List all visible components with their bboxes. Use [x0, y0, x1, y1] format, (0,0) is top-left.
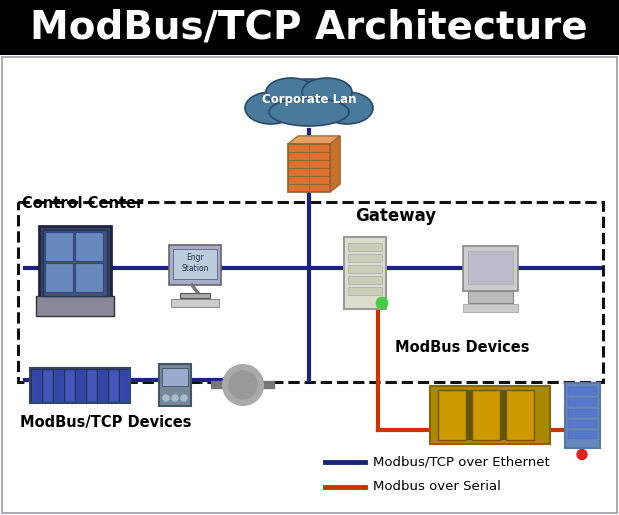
Bar: [466, 390, 472, 440]
Ellipse shape: [264, 79, 354, 121]
Bar: [98, 369, 107, 401]
Bar: [43, 230, 107, 296]
Bar: [462, 246, 517, 290]
Bar: [54, 369, 63, 401]
Text: ModBus/TCP Architecture: ModBus/TCP Architecture: [30, 9, 588, 46]
Text: ModBus Devices: ModBus Devices: [395, 340, 529, 355]
Circle shape: [172, 395, 178, 401]
Bar: [568, 420, 597, 427]
Bar: [109, 369, 118, 401]
Polygon shape: [330, 136, 340, 192]
Bar: [348, 254, 382, 262]
Bar: [348, 265, 382, 273]
Bar: [87, 369, 96, 401]
Bar: [438, 390, 466, 440]
Bar: [348, 276, 382, 284]
Bar: [344, 237, 386, 309]
Bar: [45, 232, 73, 261]
Bar: [0, 0, 619, 55]
Bar: [568, 386, 597, 394]
Circle shape: [577, 450, 587, 459]
Bar: [0, 55, 619, 515]
Text: Gateway: Gateway: [355, 207, 436, 225]
Bar: [30, 368, 130, 403]
Bar: [159, 364, 191, 406]
Ellipse shape: [321, 92, 373, 124]
Bar: [568, 408, 597, 417]
Text: Engr
Station: Engr Station: [181, 253, 209, 273]
Ellipse shape: [266, 78, 316, 106]
Circle shape: [229, 371, 257, 399]
Bar: [467, 250, 513, 283]
Bar: [32, 369, 41, 401]
Bar: [75, 263, 103, 292]
Circle shape: [163, 395, 169, 401]
Bar: [65, 369, 74, 401]
Text: Control Center: Control Center: [22, 196, 144, 211]
Bar: [45, 263, 73, 292]
Bar: [2, 57, 617, 513]
Bar: [430, 386, 550, 444]
Bar: [75, 232, 103, 261]
Polygon shape: [288, 136, 340, 144]
Circle shape: [223, 365, 263, 405]
Ellipse shape: [302, 78, 352, 106]
Bar: [169, 245, 221, 285]
Bar: [120, 369, 129, 401]
Bar: [43, 369, 52, 401]
Text: Corporate Lan: Corporate Lan: [262, 94, 357, 107]
Bar: [173, 249, 217, 279]
Bar: [506, 390, 534, 440]
Bar: [568, 431, 597, 438]
Bar: [500, 390, 506, 440]
Bar: [348, 243, 382, 251]
Bar: [565, 383, 599, 448]
Bar: [76, 369, 85, 401]
Bar: [348, 287, 382, 295]
Bar: [180, 293, 210, 298]
Text: Modbus/TCP over Ethernet: Modbus/TCP over Ethernet: [373, 455, 550, 469]
Bar: [472, 390, 500, 440]
Bar: [462, 303, 517, 312]
Bar: [18, 202, 603, 382]
Ellipse shape: [245, 92, 297, 124]
Circle shape: [181, 395, 187, 401]
Bar: [162, 368, 188, 386]
Bar: [171, 299, 219, 307]
Bar: [288, 144, 330, 192]
Bar: [467, 290, 513, 302]
Text: ModBus/TCP Devices: ModBus/TCP Devices: [20, 415, 191, 430]
Bar: [36, 296, 114, 316]
Ellipse shape: [269, 98, 349, 126]
Bar: [568, 398, 597, 405]
Bar: [39, 226, 111, 314]
Circle shape: [376, 297, 388, 309]
Text: Modbus over Serial: Modbus over Serial: [373, 480, 501, 493]
